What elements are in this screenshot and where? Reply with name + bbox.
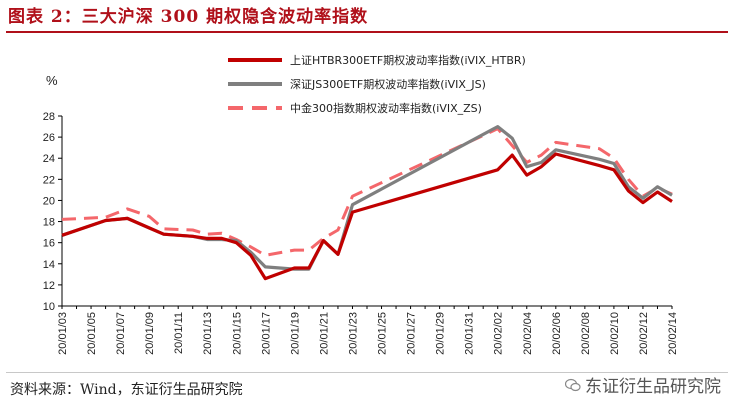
footer-divider <box>6 372 728 373</box>
x-tick-label: 20/01/27 <box>406 312 418 355</box>
y-tick-label: 24 <box>43 153 55 165</box>
x-tick-label: 20/01/19 <box>289 312 301 355</box>
y-tick-label: 12 <box>43 280 55 292</box>
y-tick-label: 26 <box>43 132 55 144</box>
y-tick-label: 28 <box>43 111 55 123</box>
x-tick-label: 20/01/09 <box>144 312 156 355</box>
x-axis-ticks: 20/01/03 20/01/05 20/01/07 20/01/09 20/01/11… <box>57 306 679 355</box>
x-tick-label: 20/02/08 <box>580 312 592 355</box>
x-tick-label: 20/01/17 <box>260 312 272 355</box>
title-divider <box>6 31 728 33</box>
y-tick-label: 20 <box>43 195 55 207</box>
watermark: 东证衍生品研究院 <box>565 372 721 397</box>
chart-canvas: 上证HTBR300ETF期权波动率指数(iVIX_HTBR) 深证JS300ETF… <box>43 53 679 355</box>
series-group <box>61 125 673 281</box>
x-tick-label: 20/01/31 <box>464 312 476 355</box>
series-line-htbr <box>61 152 673 281</box>
y-tick-label: 22 <box>43 174 55 186</box>
figure-title: 图表 2：三大沪深 300 期权隐含波动率指数 <box>8 7 369 27</box>
series-line-js <box>61 125 673 271</box>
x-tick-label: 20/01/15 <box>231 312 243 355</box>
x-tick-label: 20/01/21 <box>318 312 330 355</box>
series-line-zs <box>61 127 673 257</box>
watermark-text: 东证衍生品研究院 <box>585 377 721 397</box>
x-tick-label: 20/02/10 <box>609 312 621 355</box>
x-tick-label: 20/01/29 <box>435 312 447 355</box>
x-tick-label: 20/02/02 <box>493 312 505 355</box>
y-tick-label: 16 <box>43 238 55 250</box>
x-tick-label: 20/01/25 <box>377 312 389 355</box>
x-tick-label: 20/01/05 <box>86 312 98 355</box>
y-tick-label: 14 <box>43 259 55 271</box>
y-axis-ticks: 10 12 14 16 18 20 22 24 26 28 <box>43 111 62 313</box>
x-tick-label: 20/01/07 <box>115 312 127 355</box>
legend-label-zs: 中金300指数期权波动率指数(iVIX_ZS) <box>290 101 482 115</box>
y-axis-unit-label: % <box>46 73 58 88</box>
legend: 上证HTBR300ETF期权波动率指数(iVIX_HTBR) 深证JS300ETF… <box>228 53 526 115</box>
x-tick-label: 20/02/06 <box>551 312 563 355</box>
x-tick-label: 20/01/13 <box>202 312 214 355</box>
x-tick-label: 20/02/04 <box>522 312 534 355</box>
source-note: 资料来源：Wind，东证衍生品研究院 <box>10 382 243 398</box>
legend-label-htbr: 上证HTBR300ETF期权波动率指数(iVIX_HTBR) <box>290 53 526 67</box>
wechat-icon <box>565 378 581 391</box>
x-tick-label: 20/02/14 <box>667 312 679 355</box>
legend-label-js: 深证JS300ETF期权波动率指数(iVIX_JS) <box>290 77 486 91</box>
y-tick-label: 18 <box>43 217 55 229</box>
x-tick-label: 20/02/12 <box>638 312 650 355</box>
x-tick-label: 20/01/23 <box>347 312 359 355</box>
x-tick-label: 20/01/03 <box>57 312 69 355</box>
y-tick-label: 10 <box>43 301 55 313</box>
x-tick-label: 20/01/11 <box>173 312 185 354</box>
